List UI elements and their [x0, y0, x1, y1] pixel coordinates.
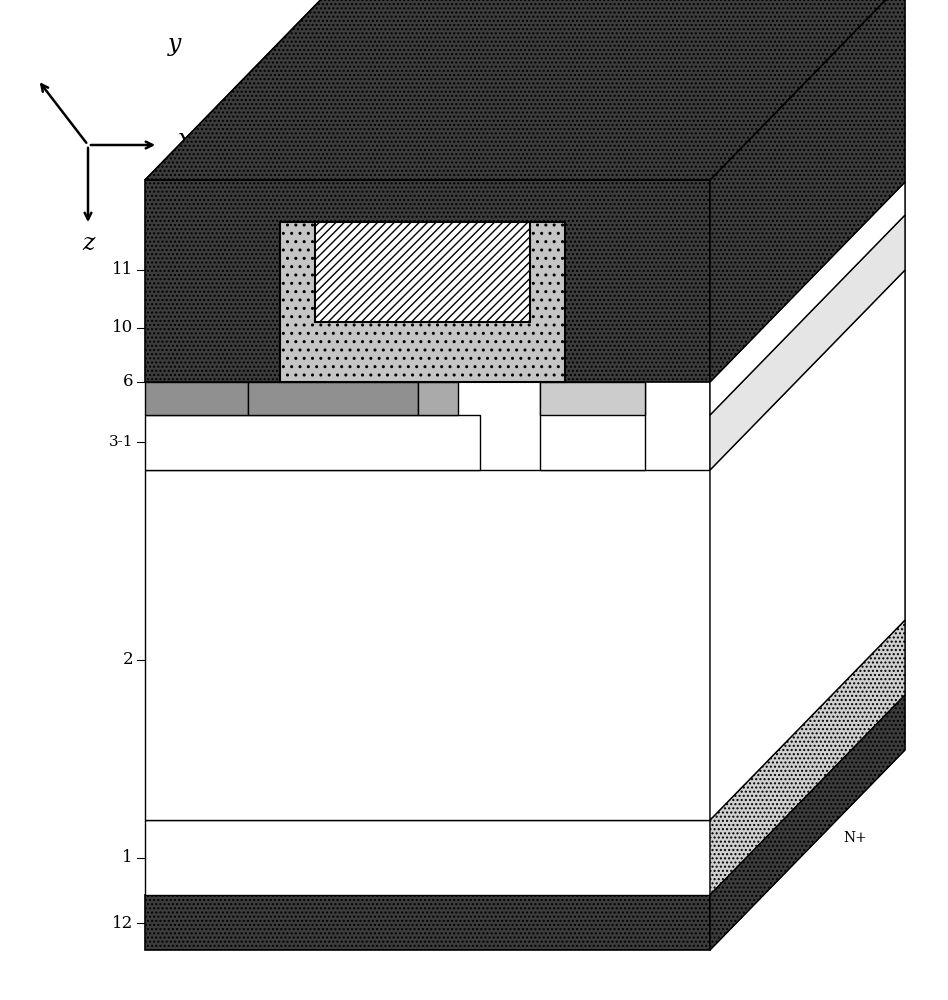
Polygon shape [710, 620, 905, 895]
Bar [145, 895, 710, 950]
Bar [248, 382, 418, 415]
Polygon shape [145, 0, 905, 180]
Text: x: x [178, 128, 191, 151]
Bar [145, 470, 710, 820]
Polygon shape [710, 0, 905, 382]
Bar [145, 820, 710, 895]
Text: 12: 12 [112, 914, 133, 932]
Text: 2: 2 [122, 652, 133, 668]
Text: N+: N+ [410, 847, 449, 869]
Bar [145, 382, 248, 415]
Polygon shape [145, 0, 905, 180]
Text: N+: N+ [319, 392, 345, 406]
Text: 5: 5 [300, 477, 310, 493]
Bar [540, 382, 645, 415]
Polygon shape [710, 695, 905, 950]
Text: 9: 9 [585, 354, 595, 370]
Text: N-: N- [830, 561, 851, 579]
Polygon shape [710, 215, 905, 470]
Polygon shape [710, 695, 905, 950]
Bar [145, 180, 710, 382]
Text: P: P [283, 433, 297, 451]
Polygon shape [710, 182, 905, 415]
Text: y: y [169, 33, 182, 56]
Text: P: P [583, 436, 596, 454]
Polygon shape [710, 0, 905, 382]
Text: 7: 7 [873, 332, 884, 349]
Bar [145, 415, 480, 470]
Text: N-: N- [416, 639, 444, 661]
Text: 11: 11 [112, 261, 133, 278]
Text: P+: P+ [184, 392, 207, 406]
Bar [280, 222, 565, 382]
Text: 4: 4 [445, 491, 455, 508]
Text: 6: 6 [122, 373, 133, 390]
Text: 3-1: 3-1 [108, 435, 133, 449]
Text: 8: 8 [458, 326, 468, 344]
Text: Poly: Poly [575, 392, 605, 406]
Text: 1: 1 [122, 850, 133, 866]
Text: P: P [804, 436, 815, 454]
Text: P: P [864, 329, 876, 347]
Text: z: z [82, 232, 94, 254]
Text: 10: 10 [112, 320, 133, 336]
Text: Poly: Poly [772, 373, 798, 386]
Polygon shape [710, 215, 905, 470]
Polygon shape [710, 620, 905, 895]
Polygon shape [710, 182, 905, 415]
Bar [418, 382, 458, 415]
Polygon shape [710, 270, 905, 820]
Text: P-: P- [429, 392, 445, 406]
Text: 3-2: 3-2 [525, 518, 550, 532]
Polygon shape [710, 270, 905, 820]
Bar [540, 382, 645, 470]
Text: N+: N+ [843, 831, 866, 845]
Bar [315, 222, 530, 322]
